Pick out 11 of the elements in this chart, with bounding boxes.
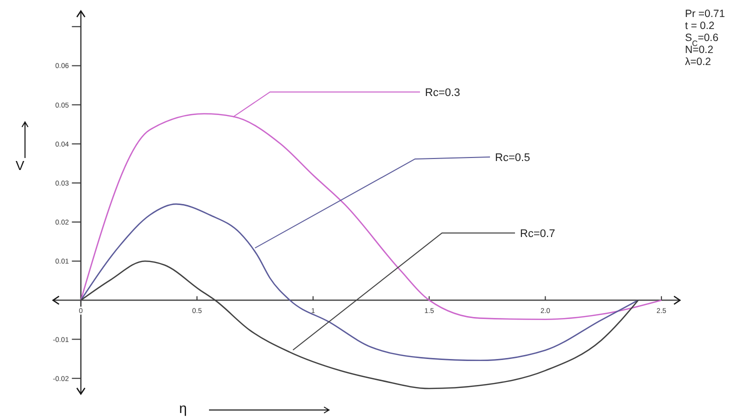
text: Pr =0.71 <box>685 8 726 20</box>
text: Rc=0.5 <box>495 152 530 164</box>
text: t = 0.2 <box>685 20 715 32</box>
y-axis-title: V <box>16 158 25 173</box>
line-series <box>80 203 639 362</box>
text: Rc=0.7 <box>520 228 556 240</box>
text: Rc=0.3 <box>425 87 460 99</box>
text: N=0.2 <box>685 44 714 56</box>
text: λ=0.2 <box>685 56 712 68</box>
x-axis-title: η <box>179 400 187 416</box>
line-series <box>80 260 639 390</box>
